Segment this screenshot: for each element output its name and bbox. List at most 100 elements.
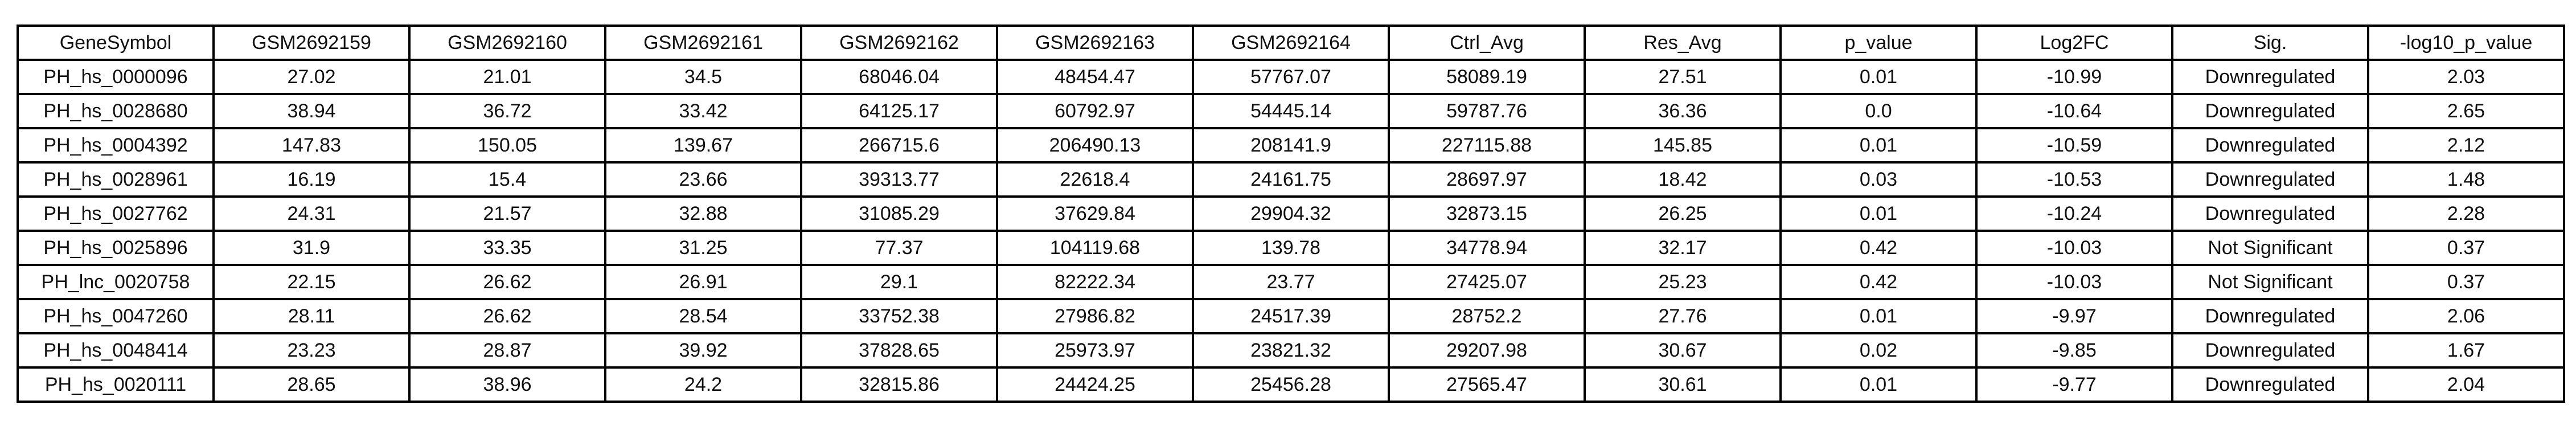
table-cell: 139.67 <box>604 127 802 164</box>
table-row: PH_hs_0027762 24.31 21.57 32.88 31085.29 3762… <box>17 195 2565 232</box>
table-body: PH_hs_0000096 27.02 21.01 34.5 68046.04 48454… <box>17 59 2565 403</box>
table-cell: 77.37 <box>800 230 998 266</box>
table-row: PH_hs_0000096 27.02 21.01 34.5 68046.04 48454… <box>17 59 2565 95</box>
table-cell: 21.57 <box>408 195 606 232</box>
table-row: PH_hs_0020111 28.65 38.96 24.2 32815.86 24424… <box>17 366 2565 403</box>
table-cell: 36.72 <box>408 93 606 129</box>
table-header-row: GeneSymbol GSM2692159 GSM2692160 GSM2692161… <box>17 24 2565 61</box>
column-header: GSM2692161 <box>604 24 802 61</box>
table-cell: 16.19 <box>212 161 411 198</box>
table-cell: 206490.13 <box>996 127 1194 164</box>
table-cell: 37828.65 <box>800 332 998 369</box>
table-cell: 39.92 <box>604 332 802 369</box>
table-cell: 64125.17 <box>800 93 998 129</box>
table-cell: 68046.04 <box>800 59 998 95</box>
table-cell: 24424.25 <box>996 366 1194 403</box>
table-cell: 59787.76 <box>1388 93 1586 129</box>
table-row: PH_hs_0047260 28.11 26.62 28.54 33752.38 2798… <box>17 298 2565 334</box>
table-cell: 0.01 <box>1779 366 1978 403</box>
table-cell: 37629.84 <box>996 195 1194 232</box>
table-cell: 24517.39 <box>1192 298 1390 334</box>
table-cell: 82222.34 <box>996 264 1194 300</box>
gene-symbol-cell: PH_hs_0048414 <box>17 332 215 369</box>
table-cell: -10.99 <box>1975 59 2173 95</box>
table-cell: 32.88 <box>604 195 802 232</box>
gene-symbol-cell: PH_hs_0027762 <box>17 195 215 232</box>
table-cell: 31.9 <box>212 230 411 266</box>
table-cell: 24.2 <box>604 366 802 403</box>
table-cell: 27986.82 <box>996 298 1194 334</box>
table-cell: 29.1 <box>800 264 998 300</box>
table-cell: 27425.07 <box>1388 264 1586 300</box>
table-cell: 26.91 <box>604 264 802 300</box>
table-cell: Downregulated <box>2171 59 2369 95</box>
column-header: Ctrl_Avg <box>1388 24 1586 61</box>
table-row: PH_hs_0028961 16.19 15.4 23.66 39313.77 22618… <box>17 161 2565 198</box>
table-cell: 33.42 <box>604 93 802 129</box>
column-header: GSM2692163 <box>996 24 1194 61</box>
table-cell: 28752.2 <box>1388 298 1586 334</box>
table-cell: 26.62 <box>408 298 606 334</box>
table-cell: 30.67 <box>1584 332 1782 369</box>
table-row: PH_hs_0004392 147.83 150.05 139.67 266715.6 2… <box>17 127 2565 164</box>
table-cell: 24.31 <box>212 195 411 232</box>
table-cell: 31.25 <box>604 230 802 266</box>
table-cell: 48454.47 <box>996 59 1194 95</box>
table-cell: 27565.47 <box>1388 366 1586 403</box>
table-cell: 60792.97 <box>996 93 1194 129</box>
table-cell: 147.83 <box>212 127 411 164</box>
table-cell: 145.85 <box>1584 127 1782 164</box>
table-cell: 38.94 <box>212 93 411 129</box>
table-cell: 32.17 <box>1584 230 1782 266</box>
table-cell: 22.15 <box>212 264 411 300</box>
table-cell: Downregulated <box>2171 161 2369 198</box>
gene-expression-table: GeneSymbol GSM2692159 GSM2692160 GSM2692161… <box>17 24 2565 403</box>
table-cell: 27.02 <box>212 59 411 95</box>
table-cell: 38.96 <box>408 366 606 403</box>
table-cell: 23.23 <box>212 332 411 369</box>
table-cell: 21.01 <box>408 59 606 95</box>
table-cell: 57767.07 <box>1192 59 1390 95</box>
table-cell: 34.5 <box>604 59 802 95</box>
table-cell: 27.76 <box>1584 298 1782 334</box>
table-cell: Downregulated <box>2171 127 2369 164</box>
column-header: GSM2692160 <box>408 24 606 61</box>
table-cell: 0.01 <box>1779 127 1978 164</box>
table-cell: 1.67 <box>2367 332 2565 369</box>
gene-symbol-cell: PH_hs_0028961 <box>17 161 215 198</box>
table-cell: 32873.15 <box>1388 195 1586 232</box>
table-cell: 18.42 <box>1584 161 1782 198</box>
gene-symbol-cell: PH_hs_0000096 <box>17 59 215 95</box>
column-header: GSM2692159 <box>212 24 411 61</box>
table-cell: 0.0 <box>1779 93 1978 129</box>
table-cell: 30.61 <box>1584 366 1782 403</box>
table-cell: 23821.32 <box>1192 332 1390 369</box>
table-row: PH_lnc_0020758 22.15 26.62 26.91 29.1 82222.3… <box>17 264 2565 300</box>
gene-symbol-cell: PH_hs_0025896 <box>17 230 215 266</box>
table-cell: -10.24 <box>1975 195 2173 232</box>
table-row: PH_hs_0025896 31.9 33.35 31.25 77.37 104119.6… <box>17 230 2565 266</box>
table-cell: -9.77 <box>1975 366 2173 403</box>
gene-symbol-cell: PH_hs_0028680 <box>17 93 215 129</box>
table-cell: 2.04 <box>2367 366 2565 403</box>
table-cell: 28697.97 <box>1388 161 1586 198</box>
table-cell: 27.51 <box>1584 59 1782 95</box>
column-header: -log10_p_value <box>2367 24 2565 61</box>
column-header: p_value <box>1779 24 1978 61</box>
table-cell: 33.35 <box>408 230 606 266</box>
table-cell: 0.37 <box>2367 230 2565 266</box>
table-cell: 34778.94 <box>1388 230 1586 266</box>
table-cell: Downregulated <box>2171 366 2369 403</box>
table-cell: 2.06 <box>2367 298 2565 334</box>
table-cell: 0.42 <box>1779 264 1978 300</box>
table-cell: -10.64 <box>1975 93 2173 129</box>
table-cell: 25973.97 <box>996 332 1194 369</box>
table-cell: 104119.68 <box>996 230 1194 266</box>
table-cell: 227115.88 <box>1388 127 1586 164</box>
table-cell: 23.77 <box>1192 264 1390 300</box>
table-row: PH_hs_0048414 23.23 28.87 39.92 37828.65 2597… <box>17 332 2565 369</box>
table-cell: 1.48 <box>2367 161 2565 198</box>
table-cell: Downregulated <box>2171 332 2369 369</box>
table-cell: Downregulated <box>2171 195 2369 232</box>
table-cell: 2.65 <box>2367 93 2565 129</box>
